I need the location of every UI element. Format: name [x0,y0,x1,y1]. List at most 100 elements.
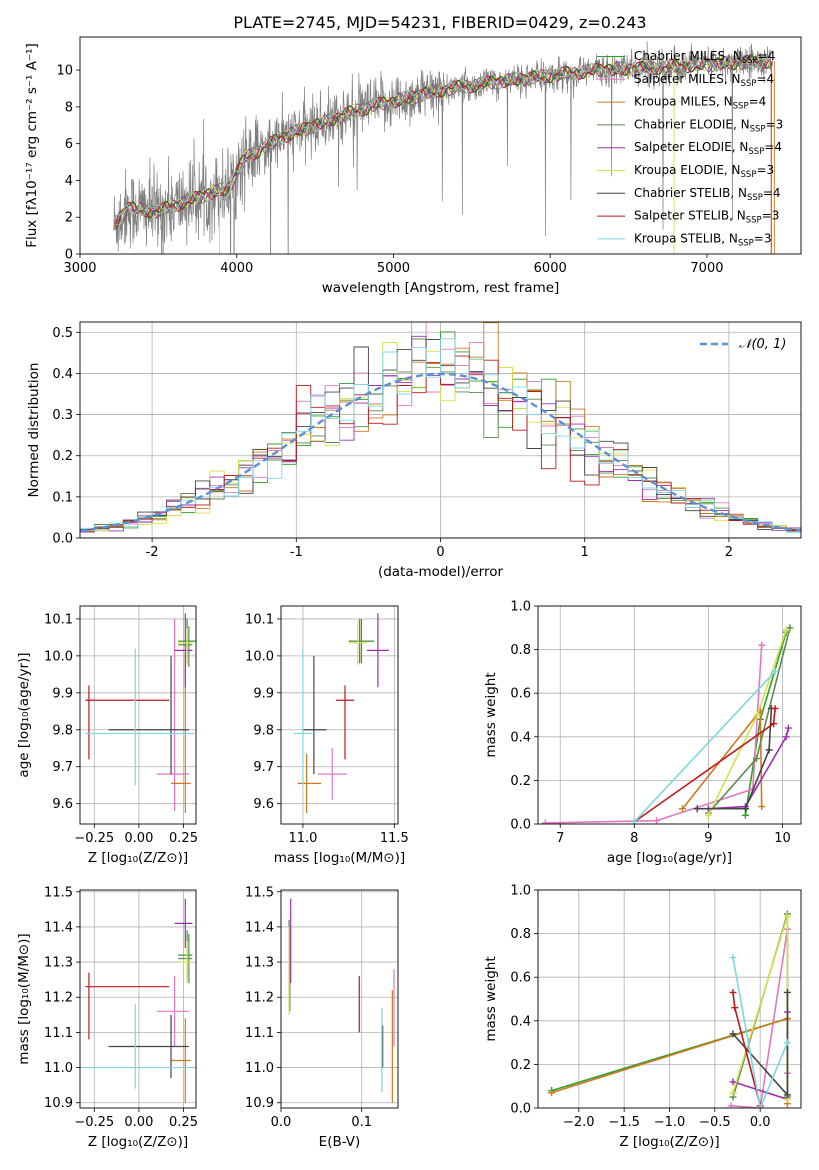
x-tick-label: 3000 [63,261,96,276]
axes-frame [280,605,399,825]
weight-marker [729,988,737,996]
weight-marker [783,988,791,996]
x-axis-label: Z [log₁₀(Z/Z⊙)] [88,850,188,866]
y-tick-label: 11.5 [44,885,73,900]
spectrum-plot-area [113,41,775,254]
weight-marker [786,624,794,632]
y-axis-label: mass [log₁₀(M/M⊙)] [16,933,32,1064]
x-tick-label: 9 [704,831,712,846]
legend-label: Chabrier STELIB, NSSP=4 [634,186,781,203]
y-tick-label: 0.4 [510,1014,531,1029]
weight-marker [729,1089,737,1097]
y-tick-label: 9.8 [52,723,73,738]
x-axis-label: (data-model)/error [378,564,504,580]
weight-marker [771,667,779,675]
weight-marker [765,746,773,754]
x-tick-label: 7 [556,831,564,846]
age-vs-metallicity-panel: −0.25 0.00 0.25 9.6 9.7 9.8 9.9 10.0 10.1 Z [log₁… [16,605,198,866]
y-tick-label: 0.2 [52,449,73,464]
weight-marker [782,733,790,741]
y-tick-label: 11.1 [245,1026,274,1041]
y-tick-label: 11.2 [44,991,73,1006]
x-tick-label: 6000 [534,261,567,276]
y-tick-label: 11.3 [245,956,274,971]
weight-marker [653,817,661,824]
y-tick-label: 9.6 [52,797,73,812]
spectrum-legend: Chabrier MILES, NSSP=4 Salpeter MILES, NS… [597,49,783,248]
y-tick-label: 11.4 [44,920,73,935]
model-line [114,54,770,230]
weight-marker [731,1004,739,1012]
legend-label: Salpeter MILES, NSSP=4 [634,72,774,89]
weight-vs-age-panel: 7 8 9 10 0.0 0.2 0.4 0.6 0.8 1.0 age [log₁₀(age/yr… [483,600,802,866]
errorbar-plot-area [85,613,196,813]
y-tick-label: 10 [56,64,73,79]
legend-label: Salpeter STELIB, NSSP=3 [634,209,779,226]
model-line [114,55,770,229]
y-tick-label: 8 [65,100,73,115]
y-tick-label: 11.3 [44,956,73,971]
weight-marker [771,704,779,712]
weight-marker [729,954,737,962]
x-tick-label: −1.0 [654,1115,686,1130]
x-tick-label: 4000 [220,261,253,276]
axes-frame [537,889,802,1109]
y-tick-label: 0.1 [52,490,73,505]
legend-label: Kroupa MILES, NSSP=4 [634,95,766,112]
y-tick-label: 11.5 [245,885,274,900]
weight-plot-area [541,624,794,824]
weight-line [545,645,763,824]
x-axis-label: E(B-V) [319,1134,361,1150]
weight-line [707,629,787,816]
age-vs-mass-panel: 11.0 11.5 9.6 9.7 9.8 9.9 10.0 10.1 mass [log₁₀(… [245,605,409,866]
x-tick-label: 0.25 [169,1115,198,1130]
mass-vs-metallicity-panel: −0.25 0.00 0.25 10.9 11.0 11.1 11.2 11.3 11.4 11.… [16,885,198,1150]
residuals-panel: -2 -1 0 1 2 0.0 0.1 0.2 0.3 0.4 0.5 (data-model)/er… [26,321,802,580]
y-axis-label: Flux [fλ10⁻¹⁷ erg cm⁻² s⁻¹ A⁻¹] [24,43,40,248]
errorbar-plot-area [85,898,195,1103]
y-axis-label: mass weight [483,956,499,1041]
weight-marker [727,1102,735,1108]
x-axis-label: mass [log₁₀(M/M⊙)] [274,850,405,866]
x-tick-label: 2 [725,545,733,560]
weight-marker [770,720,778,728]
axes-frame [79,321,802,539]
y-tick-label: 0.3 [52,408,73,423]
weight-marker [782,626,790,634]
y-tick-label: 10.0 [245,649,274,664]
y-tick-label: 9.8 [253,723,274,738]
y-tick-label: 0.2 [510,1058,531,1073]
weight-marker [753,755,761,763]
x-tick-label: 1 [581,545,589,560]
x-tick-label: 0.00 [124,831,153,846]
weight-marker [678,805,686,813]
mass-vs-ebv-panel: 0.0 0.1 10.9 11.0 11.1 11.2 11.3 11.4 11.5 E(B-V) [245,885,399,1150]
y-tick-label: 0.0 [52,532,73,547]
y-axis-label: mass weight [483,672,499,757]
x-tick-label: −2.0 [563,1115,595,1130]
x-tick-label: 0.25 [169,831,198,846]
figure-title: PLATE=2745, MJD=54231, FIBERID=0429, z=0… [233,13,646,32]
y-tick-label: 6 [65,137,73,152]
weight-marker [753,711,761,719]
y-tick-label: 0.2 [510,774,531,789]
axes-frame [79,605,197,825]
axes-frame [79,36,802,255]
gaussian-legend-label: 𝒩(0, 1) [739,337,786,352]
y-tick-label: 10.0 [44,649,73,664]
legend-label: Chabrier ELODIE, NSSP=3 [634,117,783,134]
y-tick-label: 9.9 [52,686,73,701]
y-tick-label: 0 [65,248,73,263]
x-tick-label: 0.0 [750,1115,771,1130]
weight-line [633,670,776,823]
x-tick-label: 5000 [377,261,410,276]
y-tick-label: 11.0 [245,1061,274,1076]
weight-marker [704,811,712,819]
x-tick-label: −0.5 [699,1115,731,1130]
y-tick-label: 10.1 [44,612,73,627]
weight-marker [729,1030,737,1038]
y-tick-label: 0.4 [510,730,531,745]
weight-marker [741,811,749,819]
legend-label: Kroupa STELIB, NSSP=3 [634,231,772,248]
